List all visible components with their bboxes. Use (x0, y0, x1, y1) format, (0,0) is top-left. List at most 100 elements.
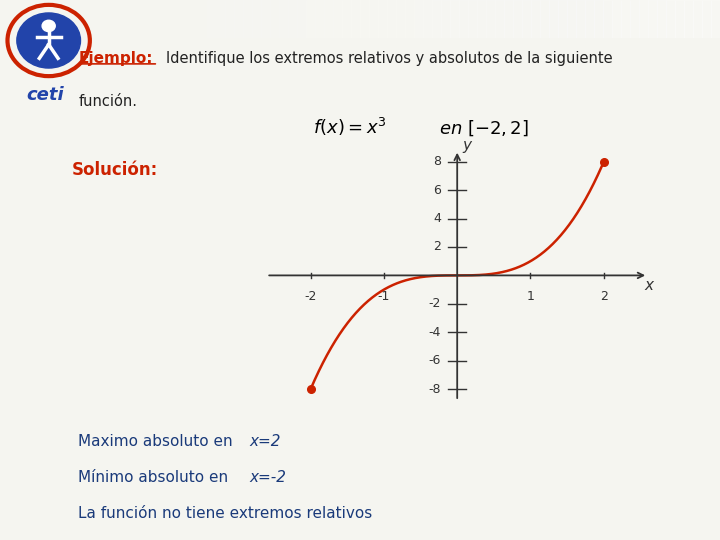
Text: función.: función. (78, 94, 138, 110)
Text: La función no tiene extremos relativos: La función no tiene extremos relativos (78, 507, 372, 521)
Bar (243, 0, 252, 38)
Bar (207, 0, 216, 38)
Bar (144, 0, 153, 38)
Bar (180, 0, 189, 38)
Bar (333, 0, 342, 38)
Bar (369, 0, 378, 38)
Bar (513, 0, 522, 38)
Bar (162, 0, 171, 38)
Text: en $[-2, 2]$: en $[-2, 2]$ (439, 118, 529, 138)
Bar (360, 0, 369, 38)
Text: 2: 2 (433, 240, 441, 253)
Circle shape (17, 13, 81, 68)
Text: 6: 6 (433, 184, 441, 197)
Bar (549, 0, 558, 38)
Bar (279, 0, 288, 38)
Text: -4: -4 (428, 326, 441, 339)
Bar (603, 0, 612, 38)
Text: Identifique los extremos relativos y absolutos de la siguiente: Identifique los extremos relativos y abs… (166, 51, 613, 66)
Bar (270, 0, 279, 38)
Bar (639, 0, 648, 38)
Bar (126, 0, 135, 38)
Bar (153, 0, 162, 38)
Text: -1: -1 (378, 289, 390, 302)
Bar (567, 0, 576, 38)
Bar (108, 0, 117, 38)
Bar (225, 0, 234, 38)
Bar (396, 0, 405, 38)
Bar (117, 0, 126, 38)
Bar (36, 0, 45, 38)
Bar (0, 0, 9, 38)
Text: Solución:: Solución: (72, 161, 158, 179)
Bar (504, 0, 513, 38)
Bar (135, 0, 144, 38)
Bar (198, 0, 207, 38)
Bar (468, 0, 477, 38)
Text: 4: 4 (433, 212, 441, 225)
Bar (171, 0, 180, 38)
Text: x=-2: x=-2 (249, 470, 287, 485)
Bar (531, 0, 540, 38)
Bar (234, 0, 243, 38)
Bar (9, 0, 18, 38)
Bar (594, 0, 603, 38)
Bar (621, 0, 630, 38)
Bar (63, 0, 72, 38)
Bar (477, 0, 486, 38)
Bar (666, 0, 675, 38)
Bar (648, 0, 657, 38)
Bar (702, 0, 711, 38)
Text: y: y (462, 138, 471, 152)
Bar (216, 0, 225, 38)
Text: -6: -6 (428, 354, 441, 367)
Bar (459, 0, 468, 38)
Bar (27, 0, 36, 38)
Text: x: x (644, 278, 653, 293)
Bar (612, 0, 621, 38)
Text: x=2: x=2 (249, 434, 281, 449)
Bar (45, 0, 54, 38)
Text: Ejemplo:: Ejemplo: (78, 51, 153, 66)
Bar (450, 0, 459, 38)
Bar (189, 0, 198, 38)
Bar (558, 0, 567, 38)
Circle shape (42, 20, 55, 31)
Bar (495, 0, 504, 38)
Text: Mínimo absoluto en: Mínimo absoluto en (78, 470, 233, 485)
Bar (576, 0, 585, 38)
Text: -2: -2 (305, 289, 317, 302)
Bar (405, 0, 414, 38)
Text: Maximo absoluto en: Maximo absoluto en (78, 434, 238, 449)
Bar (387, 0, 396, 38)
Text: -8: -8 (428, 382, 441, 396)
Bar (378, 0, 387, 38)
Bar (261, 0, 270, 38)
Bar (315, 0, 324, 38)
Bar (684, 0, 693, 38)
Text: 1: 1 (526, 289, 534, 302)
Bar (72, 0, 81, 38)
Bar (414, 0, 423, 38)
Bar (630, 0, 639, 38)
Bar (351, 0, 360, 38)
Bar (522, 0, 531, 38)
Text: 8: 8 (433, 155, 441, 168)
Bar (675, 0, 684, 38)
Bar (54, 0, 63, 38)
Bar (441, 0, 450, 38)
Bar (297, 0, 306, 38)
Bar (324, 0, 333, 38)
Text: $f(x)=x^3$: $f(x)=x^3$ (312, 116, 387, 138)
Bar (288, 0, 297, 38)
Bar (90, 0, 99, 38)
Bar (693, 0, 702, 38)
Bar (81, 0, 90, 38)
Bar (423, 0, 432, 38)
Bar (486, 0, 495, 38)
Text: 2: 2 (600, 289, 608, 302)
Bar (432, 0, 441, 38)
Bar (711, 0, 720, 38)
Bar (99, 0, 108, 38)
Bar (540, 0, 549, 38)
